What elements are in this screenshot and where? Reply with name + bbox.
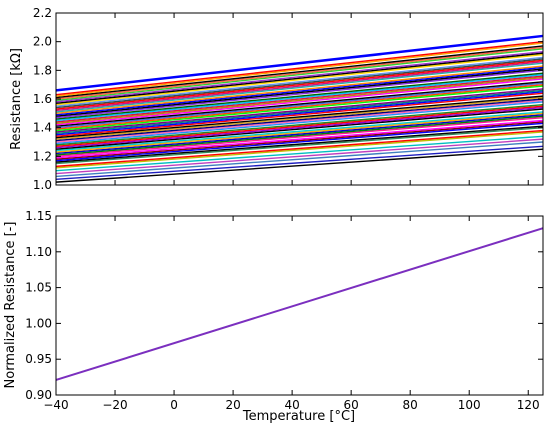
resistance-series-line [55, 45, 544, 99]
resistance-series-line [55, 122, 544, 162]
resistance-series-line [55, 125, 544, 163]
resistance-series-line [55, 104, 544, 146]
resistance-x-ticks [55, 13, 529, 185]
resistance-series-line [55, 83, 544, 130]
resistance-series-line [55, 42, 544, 97]
resistance-series-group [55, 34, 544, 183]
resistance-y-tick-label: 2.0 [33, 35, 52, 49]
resistance-y-tick-label: 1.8 [33, 63, 52, 77]
normalized-y-tick-label: 1.05 [25, 281, 52, 295]
normalized-plot-frame [55, 215, 544, 396]
resistance-chart: 1.0 1.2 1.4 1.6 1.8 2.0 2.2 Resistance [kΩ] [9, 6, 544, 192]
resistance-series-line [55, 88, 544, 133]
resistance-series-line [55, 68, 544, 117]
normalized-y-axis-label: Normalized Resistance [-] [3, 222, 18, 389]
resistance-series-line [55, 85, 544, 132]
normalized-series-group [55, 227, 544, 381]
resistance-y-tick-label: 1.6 [33, 92, 52, 106]
resistance-series-line [55, 69, 544, 119]
resistance-series-line [55, 111, 544, 152]
resistance-series-line [55, 58, 544, 109]
resistance-series-line [55, 75, 544, 123]
resistance-series-line [55, 99, 544, 143]
resistance-series-line [55, 81, 544, 127]
normalized-resistance-chart: 0.90 0.95 1.00 1.05 1.10 1.15 −40 −20 0 20 40 60 80… [3, 209, 544, 424]
resistance-series-line [55, 89, 544, 135]
resistance-y-tick-label: 1.2 [33, 149, 52, 163]
resistance-series-line [55, 66, 544, 116]
resistance-series-line [55, 148, 544, 183]
resistance-series-line [55, 61, 544, 112]
resistance-y-tick-label: 2.2 [33, 6, 52, 20]
normalized-y-tick-label: 1.15 [25, 209, 52, 223]
resistance-series-line [55, 65, 544, 115]
resistance-series-line [55, 51, 544, 103]
normalized-y-tick-label: 0.95 [25, 352, 52, 366]
resistance-series-line [55, 135, 544, 172]
normalized-y-tick-label: 0.90 [25, 388, 52, 402]
resistance-series-line [55, 82, 544, 129]
normalized-x-tick-label: 20 [225, 398, 240, 412]
resistance-series-line [55, 92, 544, 137]
normalized-y-tick-label: 1.10 [25, 245, 52, 259]
normalized-y-ticks: 0.90 0.95 1.00 1.05 1.10 1.15 [25, 209, 543, 402]
normalized-x-tick-label: −40 [43, 398, 68, 412]
resistance-series-line [55, 56, 544, 107]
resistance-series-line [55, 145, 544, 180]
resistance-series-line [55, 138, 544, 175]
resistance-series-line [55, 53, 544, 106]
resistance-series-line [55, 95, 544, 139]
normalized-x-tick-label: 0 [170, 398, 178, 412]
resistance-series-line [55, 141, 544, 178]
resistance-series-line [55, 114, 544, 155]
resistance-series-line [55, 115, 544, 156]
resistance-series-line [55, 121, 544, 160]
normalized-x-tick-label: 40 [284, 398, 299, 412]
resistance-series-line [55, 126, 544, 165]
resistance-series-line [55, 78, 544, 126]
temperature-x-axis-label: Temperature [°C] [242, 409, 355, 424]
resistance-series-line [55, 48, 544, 102]
resistance-y-tick-label: 1.0 [33, 178, 52, 192]
resistance-series-line [55, 34, 544, 92]
resistance-y-tick-label: 1.4 [33, 121, 52, 135]
normalized-x-tick-label: 100 [458, 398, 481, 412]
resistance-series-line [55, 106, 544, 149]
resistance-series-line [55, 72, 544, 120]
resistance-series-line [55, 62, 544, 113]
resistance-series-line [55, 129, 544, 168]
resistance-series-line [55, 91, 544, 136]
normalized-y-tick-label: 1.00 [25, 316, 52, 330]
normalized-x-ticks: −40 −20 0 20 40 60 80 100 120 [43, 216, 540, 412]
normalized-x-tick-label: 60 [344, 398, 359, 412]
normalized-x-tick-label: 120 [517, 398, 540, 412]
resistance-y-axis-label: Resistance [kΩ] [9, 48, 24, 150]
normalized-x-tick-label: 80 [403, 398, 418, 412]
resistance-series-line [55, 131, 544, 169]
resistance-series-line [55, 96, 544, 140]
resistance-y-ticks: 1.0 1.2 1.4 1.6 1.8 2.0 2.2 [33, 6, 543, 192]
resistance-series-line [55, 76, 544, 125]
resistance-series-line [55, 105, 544, 147]
resistance-series-line [55, 119, 544, 159]
resistance-series-line [55, 40, 544, 96]
resistance-series-line [55, 98, 544, 142]
resistance-series-line [55, 73, 544, 122]
normalized-x-tick-label: −20 [102, 398, 127, 412]
resistance-series-line [55, 108, 544, 150]
resistance-series-line [55, 116, 544, 158]
resistance-series-line [55, 46, 544, 100]
normalized-series-line [55, 227, 544, 381]
resistance-series-line [55, 52, 544, 104]
resistance-series-line [55, 112, 544, 153]
resistance-series-line [55, 59, 544, 110]
resistance-series-line [55, 101, 544, 145]
